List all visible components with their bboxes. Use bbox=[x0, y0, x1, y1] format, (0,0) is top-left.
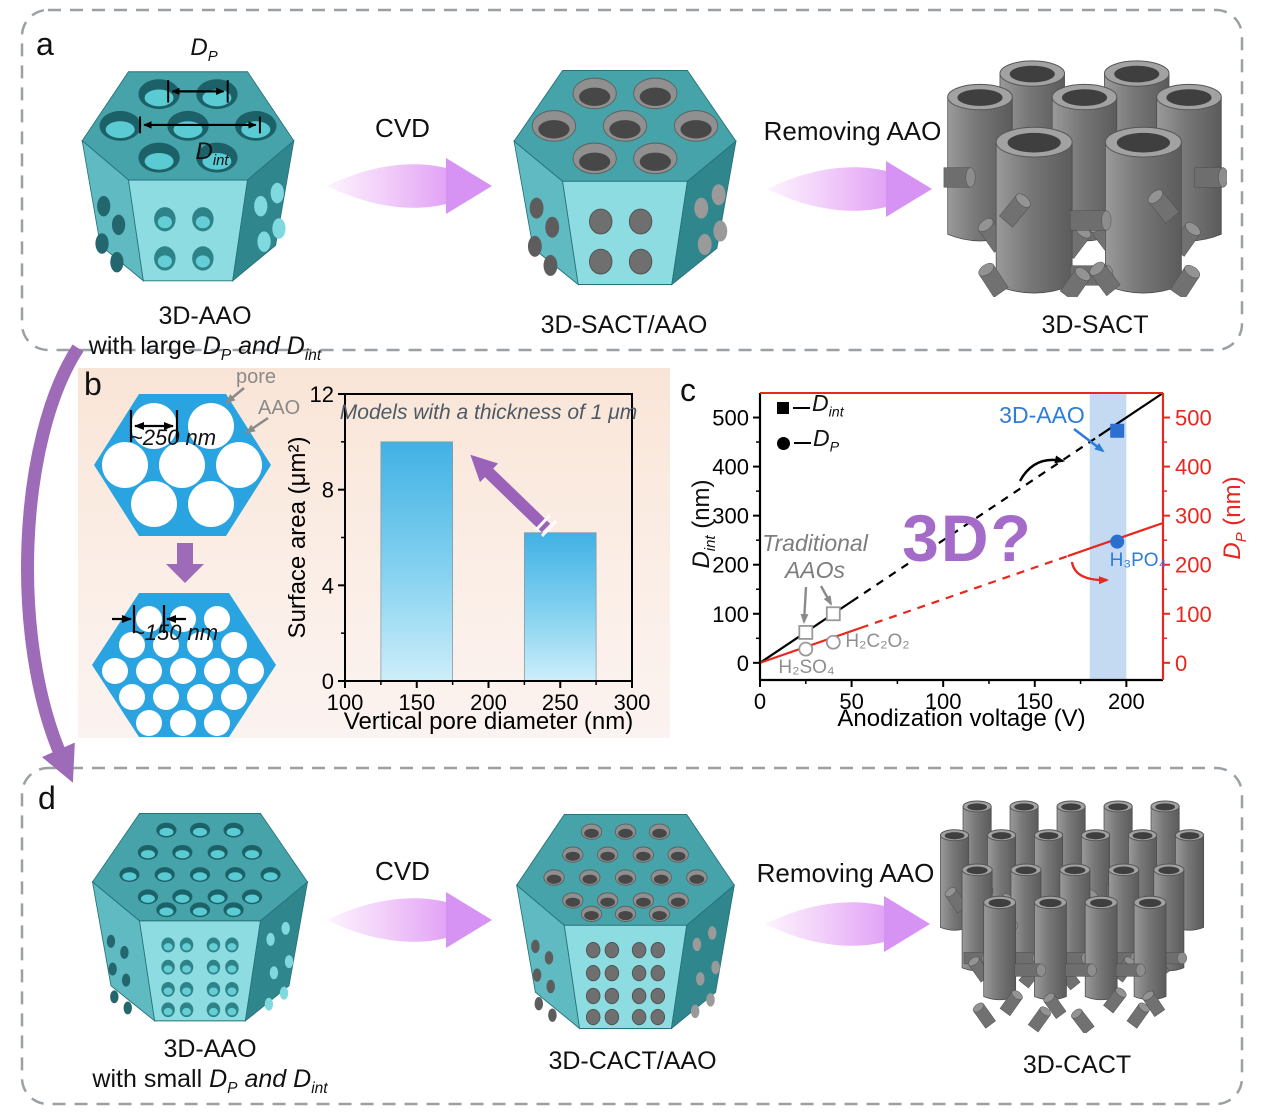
removing-aao-label-a: Removing AAO bbox=[763, 116, 942, 146]
svg-text:400: 400 bbox=[1175, 455, 1212, 480]
anodization-voltage-chart: 0 50 100 150 200 0 100 200 300 400 500 0 100 200 300 40… bbox=[712, 392, 1212, 732]
svg-text:Vertical pore diameter (nm): Vertical pore diameter (nm) bbox=[344, 708, 633, 735]
cvd-label-d: CVD bbox=[375, 856, 430, 886]
svg-text:Models with a thickness of 1 μ: Models with a thickness of 1 μm bbox=[340, 401, 637, 424]
h2so4-label: H₂SO₄ bbox=[778, 657, 835, 678]
3d-aao-annotation: 3D-AAO bbox=[999, 402, 1085, 428]
svg-text:400: 400 bbox=[712, 455, 749, 480]
surface-area-bar-chart: 100 150 200 250 300 0 4 8 12 Models with a thickn… bbox=[288, 382, 651, 735]
caption-3d-cact-aao: 3D-CACT/AAO bbox=[548, 1047, 717, 1075]
3d-cact-aao-structure bbox=[516, 814, 735, 1030]
panel-c: c 0 50 100 150 200 0 100 200 300 400 500 0 100 200 300… bbox=[672, 362, 1269, 747]
dim-label-dint: Dint bbox=[195, 138, 229, 169]
svg-text:0: 0 bbox=[322, 669, 334, 694]
pore-aao-annotation-arrows bbox=[225, 387, 269, 435]
legend-line bbox=[794, 441, 811, 445]
panel-a-letter: a bbox=[36, 26, 54, 62]
removing-aao-arrow-d bbox=[765, 896, 930, 952]
y-axis-label-right: DP (nm) bbox=[1219, 476, 1250, 560]
svg-text:150: 150 bbox=[1016, 689, 1053, 714]
cvd-arrow-a bbox=[327, 158, 492, 214]
svg-text:50: 50 bbox=[839, 689, 863, 714]
caption-3d-aao-large: 3D-AAO with large DP and Dint bbox=[88, 302, 322, 364]
panel-d-letter: d bbox=[38, 780, 56, 816]
panel-b-letter: b bbox=[84, 366, 102, 402]
svg-text:8: 8 bbox=[322, 478, 334, 503]
svg-text:4: 4 bbox=[322, 573, 334, 598]
3d-aao-large-structure bbox=[81, 71, 295, 282]
svg-text:Surface area (μm²): Surface area (μm²) bbox=[288, 437, 311, 639]
cvd-arrow-d bbox=[327, 892, 492, 948]
down-arrow-icon bbox=[166, 543, 204, 583]
dim-label-dp: DP bbox=[190, 34, 218, 65]
svg-text:500: 500 bbox=[712, 406, 749, 431]
svg-text:0: 0 bbox=[737, 651, 749, 676]
3d-question-annotation: 3D? bbox=[902, 501, 1033, 575]
panel-d-border bbox=[20, 766, 1244, 1106]
caption-3d-aao-small: 3D-AAO with small DP and Dint bbox=[92, 1035, 328, 1097]
aao-label: AAO bbox=[258, 397, 301, 419]
svg-text:200: 200 bbox=[1175, 553, 1212, 578]
traditional-aaos-annotation: Traditional AAOs bbox=[762, 530, 868, 583]
svg-text:100: 100 bbox=[712, 602, 749, 627]
svg-text:150: 150 bbox=[398, 690, 435, 715]
svg-text:0: 0 bbox=[1175, 651, 1187, 676]
pore-label: pore bbox=[236, 366, 277, 388]
svg-text:250: 250 bbox=[542, 690, 579, 715]
svg-text:Anodization voltage (V): Anodization voltage (V) bbox=[837, 705, 1085, 732]
caption-3d-cact: 3D-CACT bbox=[1022, 1051, 1132, 1079]
svg-text:300: 300 bbox=[1175, 504, 1212, 529]
aao-cross-section-large bbox=[94, 394, 271, 536]
legend-item-dp: DP bbox=[777, 427, 839, 455]
svg-text:200: 200 bbox=[470, 690, 507, 715]
panel-c-letter: c bbox=[680, 372, 696, 408]
dim-250nm-label: ~250 nm bbox=[129, 425, 217, 450]
3d-sact-structure bbox=[943, 60, 1227, 297]
3d-aao-small-structure bbox=[91, 813, 309, 1022]
svg-text:100: 100 bbox=[327, 690, 364, 715]
svg-text:100: 100 bbox=[1175, 602, 1212, 627]
svg-text:300: 300 bbox=[712, 504, 749, 529]
caption-3d-sact-aao: 3D-SACT/AAO bbox=[540, 311, 708, 339]
svg-text:200: 200 bbox=[1108, 689, 1145, 714]
legend-line bbox=[793, 406, 810, 410]
cvd-label-a: CVD bbox=[375, 113, 430, 143]
svg-text:200: 200 bbox=[712, 553, 749, 578]
removing-aao-label-d: Removing AAO bbox=[756, 858, 935, 888]
3d-cact-structure bbox=[939, 800, 1205, 1033]
svg-text:500: 500 bbox=[1175, 406, 1212, 431]
aao-cross-section-small bbox=[92, 593, 276, 737]
panel-a-border bbox=[20, 8, 1244, 352]
caption-3d-sact: 3D-SACT bbox=[1041, 311, 1149, 339]
legend-circle-marker bbox=[777, 436, 790, 450]
svg-text:0: 0 bbox=[754, 689, 766, 714]
removing-aao-arrow-a bbox=[767, 161, 932, 217]
y-axis-label-left: Dint (nm) bbox=[688, 479, 719, 569]
h3po4-label: H₃PO₄ bbox=[1109, 550, 1167, 571]
3d-sact-aao-structure bbox=[513, 70, 737, 286]
dim-150nm-label: ~150 nm bbox=[131, 620, 219, 645]
legend-square-marker bbox=[777, 402, 789, 414]
svg-text:12: 12 bbox=[310, 382, 334, 407]
legend-item-dint: Dint bbox=[777, 392, 844, 420]
svg-text:300: 300 bbox=[614, 690, 651, 715]
svg-text:100: 100 bbox=[925, 689, 962, 714]
h2c2o2-label: H₂C₂O₂ bbox=[845, 631, 910, 652]
panel-a-to-d-arrow bbox=[21, 344, 84, 783]
